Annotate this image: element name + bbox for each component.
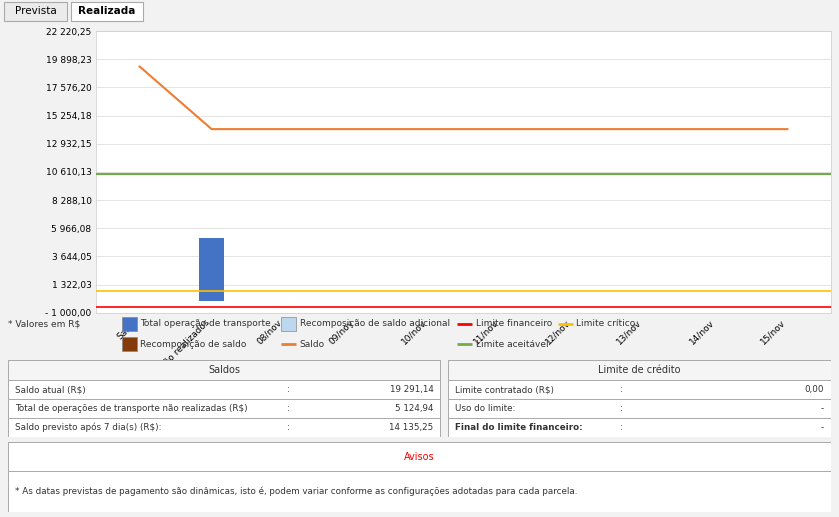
Text: 5 124,94: 5 124,94 [395,404,434,413]
Text: * As datas previstas de pagamento são dinâmicas, isto é, podem variar conforme a: * As datas previstas de pagamento são di… [15,487,577,496]
Text: Saldo: Saldo [300,340,325,348]
FancyBboxPatch shape [448,360,831,437]
Text: Limite financeiro: Limite financeiro [476,320,552,328]
Text: -: - [821,423,824,432]
Bar [199,238,224,301]
Text: Uso do limite:: Uso do limite: [455,404,515,413]
FancyBboxPatch shape [8,360,440,437]
Text: 19 291,14: 19 291,14 [389,385,434,394]
Text: Realizada: Realizada [78,6,136,16]
FancyBboxPatch shape [448,380,831,399]
FancyBboxPatch shape [281,316,296,331]
Text: Saldo previsto após 7 dia(s) (R$):: Saldo previsto após 7 dia(s) (R$): [15,423,161,432]
Text: Avisos: Avisos [404,452,435,462]
Text: Total de operações de transporte não realizadas (R$): Total de operações de transporte não rea… [15,404,248,413]
Text: Limite crítico: Limite crítico [576,320,636,328]
Text: :: : [286,423,289,432]
FancyBboxPatch shape [8,360,440,380]
Text: * Valores em R$: * Valores em R$ [8,320,81,328]
Text: Prevista: Prevista [15,6,56,16]
FancyBboxPatch shape [71,2,143,21]
Text: Limite contratado (R$): Limite contratado (R$) [455,385,554,394]
FancyBboxPatch shape [448,399,831,418]
Text: -: - [821,404,824,413]
FancyBboxPatch shape [448,418,831,437]
Text: Recomposição de saldo: Recomposição de saldo [140,340,247,348]
Text: Limite de crédito: Limite de crédito [598,366,680,375]
FancyBboxPatch shape [8,472,831,512]
Text: Saldo atual (R$): Saldo atual (R$) [15,385,86,394]
Text: :: : [619,404,623,413]
Text: :: : [619,385,623,394]
FancyBboxPatch shape [8,442,831,472]
FancyBboxPatch shape [122,337,137,352]
Text: Limite aceitável: Limite aceitável [476,340,549,348]
Text: Recomposição de saldo adicional: Recomposição de saldo adicional [300,320,450,328]
Text: 14 135,25: 14 135,25 [389,423,434,432]
Text: Saldos: Saldos [208,366,240,375]
Text: 0,00: 0,00 [805,385,824,394]
Text: Total operação de transporte: Total operação de transporte [140,320,271,328]
FancyBboxPatch shape [4,2,67,21]
FancyBboxPatch shape [122,316,137,331]
Text: :: : [619,423,623,432]
FancyBboxPatch shape [8,399,440,418]
FancyBboxPatch shape [8,418,440,437]
FancyBboxPatch shape [448,360,831,380]
Text: Final do limite financeiro:: Final do limite financeiro: [455,423,582,432]
Text: :: : [286,385,289,394]
FancyBboxPatch shape [8,380,440,399]
Text: :: : [286,404,289,413]
FancyBboxPatch shape [8,442,831,512]
